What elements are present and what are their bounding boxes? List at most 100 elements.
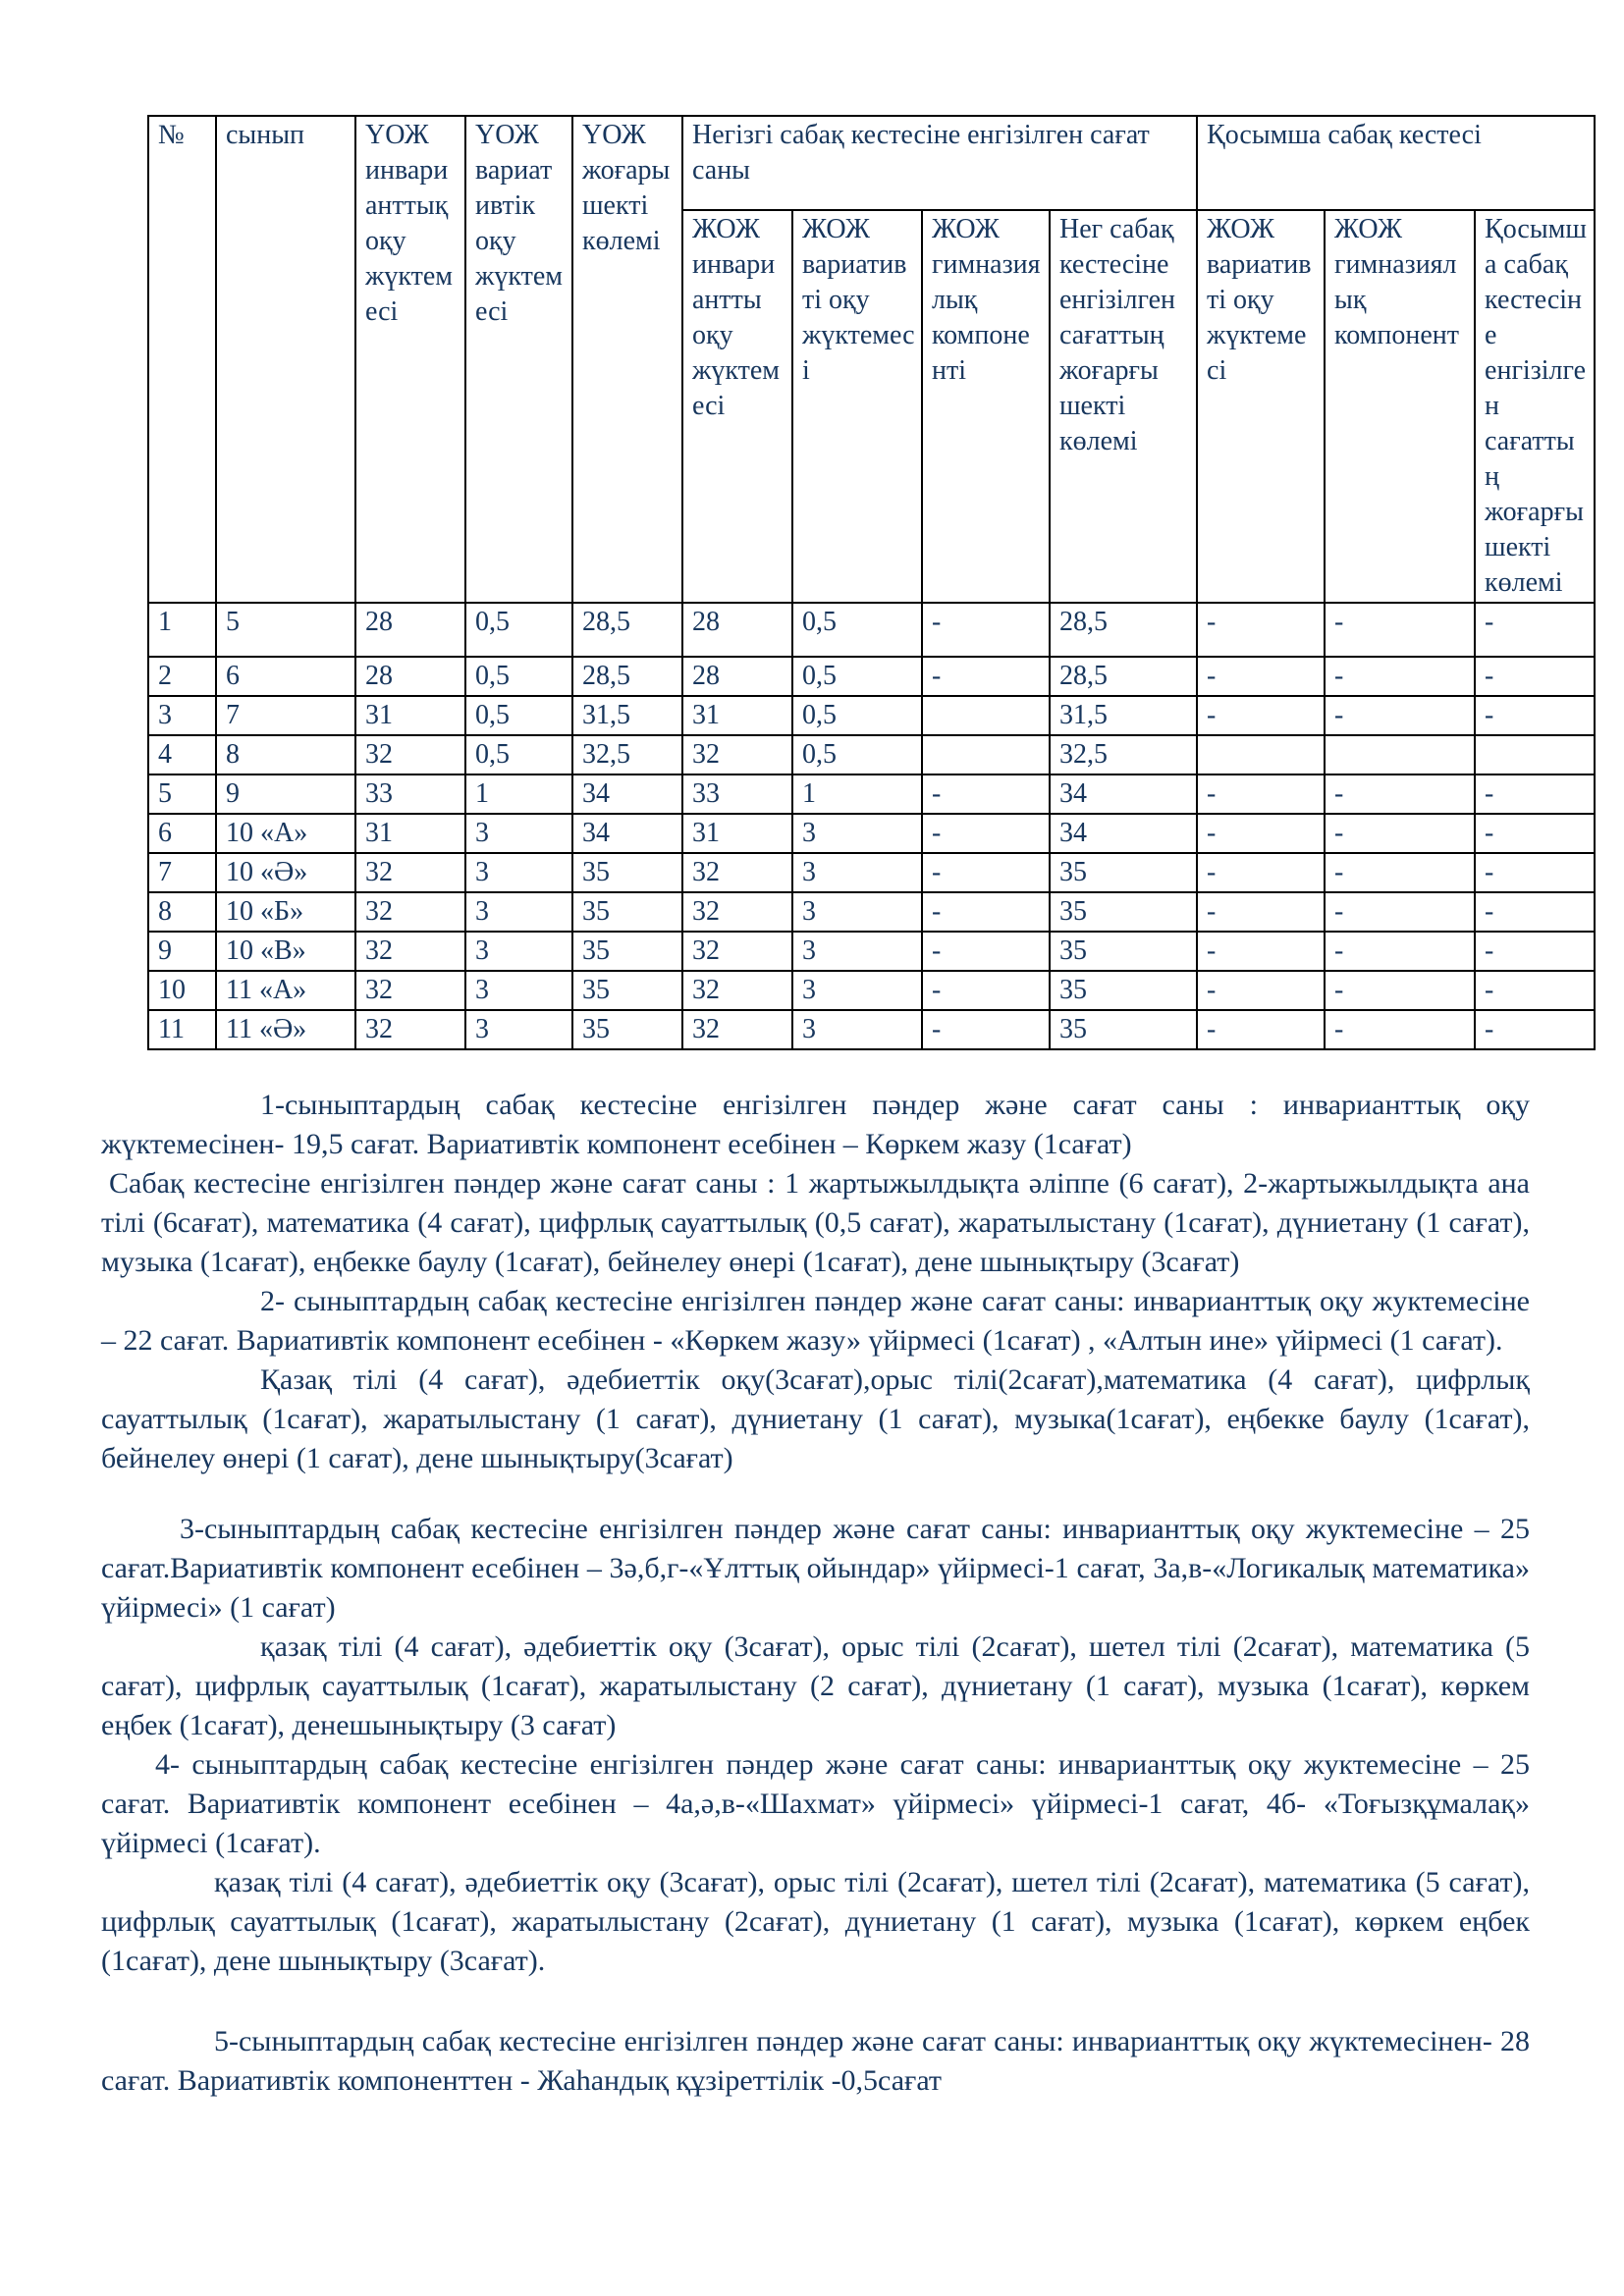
table-cell: 28,5 [1048, 656, 1199, 697]
paragraph-grade-1-summary: 1-сыныптардың сабақ кестесіне енгізілген… [101, 1089, 1530, 1160]
table-cell: 31,5 [571, 695, 683, 736]
table-cell: 28 [354, 602, 466, 658]
table-cell: - [1324, 695, 1477, 736]
table-cell: 35 [1048, 931, 1199, 972]
table-cell: 35 [571, 852, 683, 893]
col-header-add-max-hours: Қосымша сабақ кестесіне енгізілген сағат… [1474, 209, 1597, 604]
table-cell: 28,5 [571, 656, 683, 697]
table-cell: - [921, 970, 1051, 1011]
table-cell: 28 [681, 656, 793, 697]
table-cell: 8 [147, 891, 217, 933]
paragraph-grade-3-summary: 3-сыныптардың сабақ кестесіне енгізілген… [101, 1513, 1530, 1624]
table-row: 1 5 28 0,5 28,5 28 0,5-28,5- - - [147, 602, 1597, 658]
class-hours-table: № сынып ҮОЖ инварианттық оқу жүктемесі Ү… [147, 115, 1597, 1050]
table-cell: - [1196, 813, 1326, 854]
table-cell: 32 [681, 891, 793, 933]
table-cell: 35 [1048, 970, 1199, 1011]
col-header-add-zhozh-variative: ЖОЖ вариативті оқу жүктемесі [1196, 209, 1326, 604]
table-cell: 3 [464, 931, 573, 972]
table-cell [1196, 734, 1326, 775]
table-cell: - [1324, 774, 1477, 815]
table-cell: 35 [571, 891, 683, 933]
table-row: 10 11 «А» 32 3 35 32 3-35- - - [147, 970, 1597, 1011]
paragraph-grade-2-subjects: Қазақ тілі (4 сағат), әдебиеттік оқу(3са… [101, 1363, 1530, 1474]
paragraph-grade-5-summary: 5-сыныптардың сабақ кестесіне енгізілген… [101, 2025, 1530, 2097]
table-cell: 8 [215, 734, 356, 775]
table-cell: 3 [464, 852, 573, 893]
class-hours-table-body: 1 5 28 0,5 28,5 28 0,5-28,5- - -2 6 28 0,5 28,5 28 0,5… [147, 602, 1597, 1050]
table-row: 4 8 32 0,5 32,5 32 0,5 32,5 [147, 734, 1597, 775]
table-cell: 5 [215, 602, 356, 658]
table-cell: 35 [1048, 1009, 1199, 1050]
table-cell: 11 «Ә» [215, 1009, 356, 1050]
table-cell: 0,5 [791, 734, 923, 775]
table-cell: 3 [464, 1009, 573, 1050]
table-cell: 0,5 [464, 602, 573, 658]
table-row: 2 6 28 0,5 28,5 28 0,5-28,5- - - [147, 656, 1597, 697]
table-cell: - [1324, 602, 1477, 658]
table-cell: - [921, 602, 1051, 658]
table-row: 5 9 33 1 34 33 1-34- - - [147, 774, 1597, 815]
table-cell: 11 [147, 1009, 217, 1050]
table-cell: - [1324, 931, 1477, 972]
table-cell: - [1324, 1009, 1477, 1050]
col-header-uozh-max: ҮОЖ жоғары шекті көлемі [571, 115, 683, 604]
table-cell: 28,5 [571, 602, 683, 658]
table-cell: - [1196, 656, 1326, 697]
table-cell: 32 [681, 734, 793, 775]
table-cell: 32 [681, 1009, 793, 1050]
col-header-zhozh-gymnasium: ЖОЖ гимназиялық компоненті [921, 209, 1051, 604]
table-row: 6 10 «А» 31 3 34 31 3-34- - - [147, 813, 1597, 854]
table-cell: 32 [354, 931, 466, 972]
table-cell: 35 [1048, 891, 1199, 933]
table-cell: 0,5 [464, 656, 573, 697]
table-cell: - [1474, 695, 1597, 736]
table-cell: 32 [354, 734, 466, 775]
table-cell: 3 [791, 813, 923, 854]
table-cell: 31,5 [1048, 695, 1199, 736]
table-row: 7 10 «Ә» 32 3 35 32 3-35- - - [147, 852, 1597, 893]
table-cell: - [921, 774, 1051, 815]
table-cell: 2 [147, 656, 217, 697]
table-header-row-2: ЖОЖ инвариантты оқу жүктемесі ЖОЖ вариат… [148, 209, 1597, 604]
table-cell: 34 [571, 813, 683, 854]
table-row: 8 10 «Б» 32 3 35 32 3-35- - - [147, 891, 1597, 933]
col-header-zhozh-variative: ЖОЖ вариативті оқу жүктемесі [791, 209, 923, 604]
table-cell: 3 [791, 852, 923, 893]
col-header-number: № [147, 115, 217, 604]
paragraph-grade-4-summary: 4- сыныптардың сабақ кестесіне енгізілге… [101, 1748, 1530, 1859]
table-cell: 33 [681, 774, 793, 815]
col-header-zhozh-invariant: ЖОЖ инвариантты оқу жүктемесі [681, 209, 793, 604]
body-text: 1-сыныптардың сабақ кестесіне енгізілген… [101, 1086, 1530, 2101]
table-cell [1474, 734, 1597, 775]
table-cell: 10 «А» [215, 813, 356, 854]
table-cell: 0,5 [791, 656, 923, 697]
table-cell: 35 [571, 931, 683, 972]
table-cell [921, 734, 1051, 775]
table-cell: 32 [681, 931, 793, 972]
table-cell: 3 [464, 970, 573, 1011]
table-cell: - [1196, 1009, 1326, 1050]
table-cell: - [921, 1009, 1051, 1050]
table-cell [921, 695, 1051, 736]
table-cell: - [1324, 656, 1477, 697]
table-row: 11 11 «Ә» 32 3 35 32 3-35- - - [147, 1009, 1597, 1050]
table-cell: 6 [215, 656, 356, 697]
table-cell: 1 [147, 602, 217, 658]
col-header-uozh-invariant: ҮОЖ инварианттық оқу жүктемесі [354, 115, 466, 604]
table-cell: 0,5 [791, 602, 923, 658]
table-cell: 35 [571, 1009, 683, 1050]
paragraph-grade-2-summary: 2- сыныптардың сабақ кестесіне енгізілге… [101, 1285, 1530, 1357]
table-cell: 1 [791, 774, 923, 815]
table-cell: 32,5 [571, 734, 683, 775]
table-cell: - [1474, 602, 1597, 658]
table-row: 9 10 «В» 32 3 35 32 3-35- - - [147, 931, 1597, 972]
table-cell: 33 [354, 774, 466, 815]
table-cell: 31 [681, 695, 793, 736]
table-cell: - [1324, 813, 1477, 854]
table-cell: - [1474, 656, 1597, 697]
col-header-main-max-hours: Нег сабақ кестесіне енгізілген сағаттың … [1048, 209, 1199, 604]
table-cell: - [1196, 891, 1326, 933]
col-header-uozh-variative: ҮОЖ вариативтік оқу жүктемесі [464, 115, 573, 604]
table-cell: 34 [1048, 813, 1199, 854]
